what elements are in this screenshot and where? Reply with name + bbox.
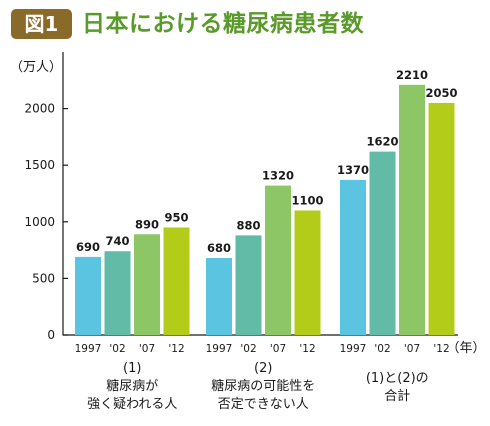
group-label: (1) [123, 361, 141, 376]
bar [235, 235, 262, 335]
data-label: 2050 [425, 86, 457, 100]
group-label: (1)と(2)の [366, 371, 429, 386]
group-label: 強く疑われる人 [87, 396, 177, 412]
bar [104, 251, 131, 335]
x-tick-label: '02 [109, 343, 125, 355]
data-label: 680 [207, 241, 231, 255]
bar [265, 185, 291, 335]
group-label: (2) [254, 361, 272, 376]
y-tick-label: 1000 [24, 215, 55, 229]
bar [340, 179, 366, 335]
x-axis-unit-label: （年） [446, 341, 485, 356]
bar [294, 210, 321, 335]
data-label: 1370 [337, 163, 369, 177]
data-label: 890 [135, 217, 159, 231]
x-tick-label: '02 [374, 343, 390, 355]
x-tick-label: 1997 [206, 343, 233, 355]
bar [134, 234, 160, 335]
y-tick-label: 1500 [24, 158, 55, 172]
x-tick-label: '02 [240, 343, 256, 355]
data-label: 2210 [396, 68, 428, 82]
group-label: 合計 [384, 388, 410, 404]
x-tick-label: '12 [168, 343, 184, 355]
bar [206, 258, 232, 335]
x-tick-label: '07 [270, 343, 286, 355]
y-tick-label: 2000 [24, 102, 55, 116]
bar [163, 227, 190, 335]
data-label: 950 [164, 210, 188, 224]
bar [428, 102, 455, 335]
y-tick-label: 500 [32, 271, 55, 285]
x-tick-label: '12 [299, 343, 315, 355]
data-label: 1620 [366, 135, 398, 149]
x-tick-label: '12 [433, 343, 449, 355]
figure-badge: 図1 [11, 9, 72, 39]
bar [399, 84, 425, 335]
x-tick-label: 1997 [340, 343, 367, 355]
data-label: 740 [105, 234, 129, 248]
data-label: 1320 [262, 169, 294, 183]
x-tick-label: '07 [139, 343, 155, 355]
group-label: 糖尿病が [106, 378, 158, 394]
chart-title: 日本における糖尿病患者数 [82, 11, 364, 37]
data-label: 690 [76, 240, 100, 254]
group-label: 糖尿病の可能性を [211, 378, 315, 394]
x-tick-label: '07 [404, 343, 420, 355]
group-label: 否定できない人 [218, 397, 309, 412]
bar [75, 256, 101, 335]
bar [369, 151, 396, 335]
y-axis-unit-label: （万人） [10, 60, 62, 75]
y-tick-label: 0 [47, 328, 55, 342]
data-label: 880 [236, 218, 260, 232]
data-label: 1100 [291, 193, 323, 207]
x-tick-label: 1997 [75, 343, 102, 355]
